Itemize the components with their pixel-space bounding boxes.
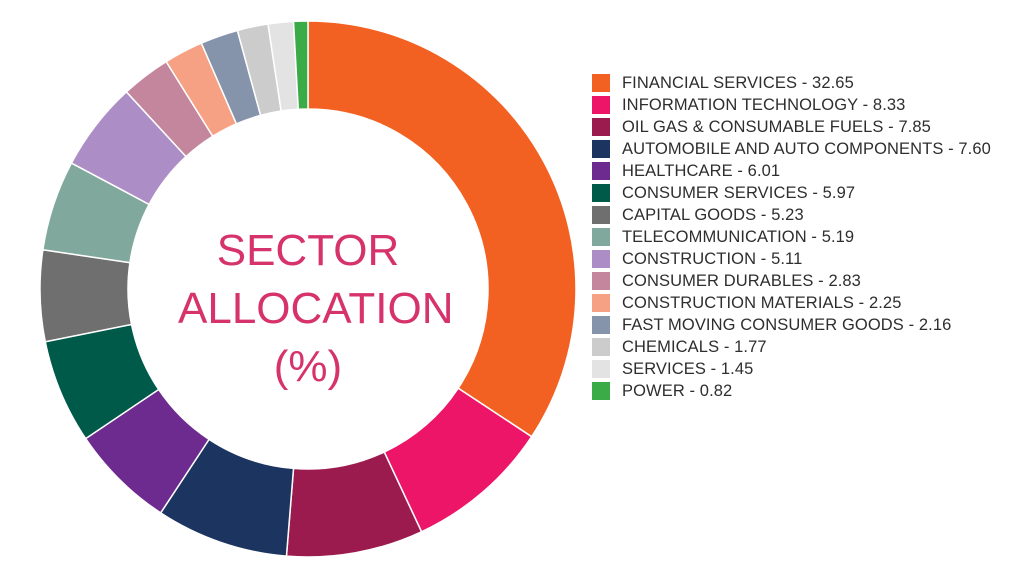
legend-item-11: FAST MOVING CONSUMER GOODS - 2.16 (592, 314, 1002, 336)
legend-swatch (592, 338, 610, 356)
legend-label: CONSUMER SERVICES - 5.97 (622, 184, 856, 202)
legend-label: TELECOMMUNICATION - 5.19 (622, 228, 855, 246)
chart-title-line-3: (%) (273, 342, 343, 391)
legend-label: OIL GAS & CONSUMABLE FUELS - 7.85 (622, 118, 931, 136)
legend-item-14: POWER - 0.82 (592, 380, 1002, 402)
legend-swatch (592, 272, 610, 290)
donut-slice-14 (292, 20, 309, 111)
legend-swatch (592, 316, 610, 334)
legend-swatch (592, 382, 610, 400)
legend-label: CAPITAL GOODS - 5.23 (622, 206, 804, 224)
donut-chart (39, 20, 577, 558)
chart-title: SECTOR ALLOCATION (%) (178, 222, 454, 396)
legend-label: INFORMATION TECHNOLOGY - 8.33 (622, 96, 906, 114)
legend-label: CONSUMER DURABLES - 2.83 (622, 272, 861, 290)
legend-swatch (592, 294, 610, 312)
legend-label: CONSTRUCTION - 5.11 (622, 250, 803, 268)
legend-swatch (592, 360, 610, 378)
legend-label: SERVICES - 1.45 (622, 360, 754, 378)
legend-label: FAST MOVING CONSUMER GOODS - 2.16 (622, 316, 952, 334)
legend-label: CONSTRUCTION MATERIALS - 2.25 (622, 294, 902, 312)
legend-swatch (592, 140, 610, 158)
donut-slice-0 (307, 20, 577, 438)
legend-label: AUTOMOBILE AND AUTO COMPONENTS - 7.60 (622, 140, 991, 158)
legend-label: POWER - 0.82 (622, 382, 733, 400)
legend-swatch (592, 96, 610, 114)
legend-item-7: TELECOMMUNICATION - 5.19 (592, 226, 1002, 248)
legend-swatch (592, 118, 610, 136)
legend-swatch (592, 74, 610, 92)
legend-item-10: CONSTRUCTION MATERIALS - 2.25 (592, 292, 1002, 314)
legend-item-13: SERVICES - 1.45 (592, 358, 1002, 380)
legend-item-0: FINANCIAL SERVICES - 32.65 (592, 72, 1002, 94)
legend-item-4: HEALTHCARE - 6.01 (592, 160, 1002, 182)
legend-item-1: INFORMATION TECHNOLOGY - 8.33 (592, 94, 1002, 116)
legend-swatch (592, 206, 610, 224)
chart-title-line-2: ALLOCATION (178, 284, 454, 333)
legend-label: FINANCIAL SERVICES - 32.65 (622, 74, 854, 92)
legend-swatch (592, 184, 610, 202)
chart-legend: FINANCIAL SERVICES - 32.65 INFORMATION TE… (592, 72, 1002, 402)
legend-item-2: OIL GAS & CONSUMABLE FUELS - 7.85 (592, 116, 1002, 138)
legend-swatch (592, 162, 610, 180)
legend-item-9: CONSUMER DURABLES - 2.83 (592, 270, 1002, 292)
chart-title-line-1: SECTOR (216, 226, 400, 275)
legend-swatch (592, 250, 610, 268)
legend-item-3: AUTOMOBILE AND AUTO COMPONENTS - 7.60 (592, 138, 1002, 160)
legend-swatch (592, 228, 610, 246)
legend-item-6: CAPITAL GOODS - 5.23 (592, 204, 1002, 226)
legend-item-5: CONSUMER SERVICES - 5.97 (592, 182, 1002, 204)
legend-item-12: CHEMICALS - 1.77 (592, 336, 1002, 358)
legend-item-8: CONSTRUCTION - 5.11 (592, 248, 1002, 270)
legend-label: CHEMICALS - 1.77 (622, 338, 767, 356)
legend-label: HEALTHCARE - 6.01 (622, 162, 781, 180)
